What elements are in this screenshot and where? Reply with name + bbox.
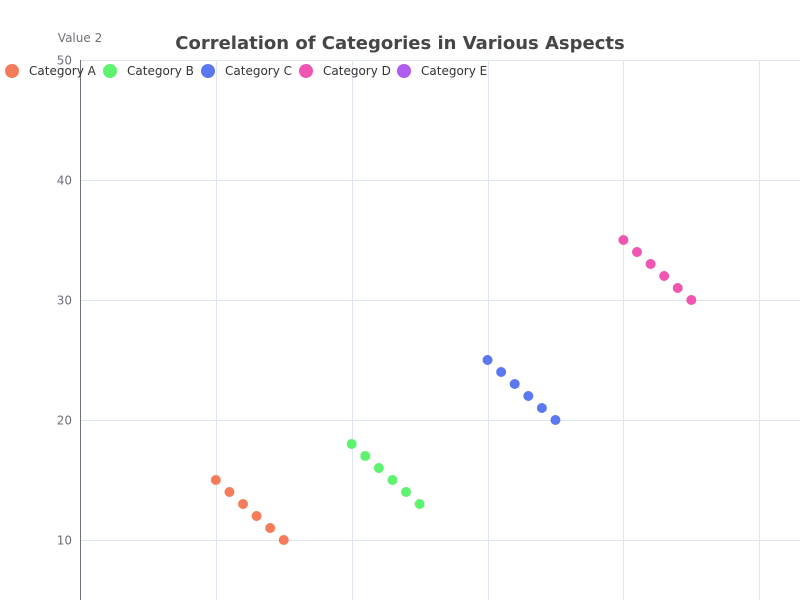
grid-lines <box>80 60 800 600</box>
legend-marker[interactable] <box>201 64 215 78</box>
legend-marker[interactable] <box>5 64 19 78</box>
legend-label[interactable]: Category B <box>127 64 194 78</box>
axes: 10 20 30 40 50 <box>57 54 81 600</box>
legend-label[interactable]: Category D <box>323 64 391 78</box>
y-tick-label: 40 <box>57 174 72 188</box>
data-point[interactable] <box>645 259 656 269</box>
data-point[interactable] <box>346 439 357 449</box>
data-point[interactable] <box>618 235 629 245</box>
data-point[interactable] <box>659 271 670 281</box>
data-point[interactable] <box>238 499 249 509</box>
y-axis-label: Value 2 <box>58 31 102 45</box>
legend: Category A Category B Category C Category D… <box>5 64 487 78</box>
legend-label[interactable]: Category E <box>421 64 487 78</box>
y-tick-label: 30 <box>57 294 72 308</box>
data-point[interactable] <box>672 283 683 293</box>
y-tick-label: 10 <box>57 534 72 548</box>
data-point[interactable] <box>536 403 547 413</box>
data-points <box>210 235 697 545</box>
data-point[interactable] <box>686 295 697 305</box>
y-tick-label: 50 <box>57 54 72 68</box>
chart-title: Correlation of Categories in Various Asp… <box>175 33 624 54</box>
data-point[interactable] <box>387 475 398 485</box>
legend-marker[interactable] <box>299 64 313 78</box>
data-point[interactable] <box>265 523 276 533</box>
data-point[interactable] <box>550 415 561 425</box>
data-point[interactable] <box>360 451 371 461</box>
data-point[interactable] <box>509 379 520 389</box>
legend-label[interactable]: Category C <box>225 64 292 78</box>
legend-marker[interactable] <box>103 64 117 78</box>
legend-marker[interactable] <box>397 64 411 78</box>
data-point[interactable] <box>224 487 235 497</box>
legend-label[interactable]: Category A <box>29 64 97 78</box>
data-point[interactable] <box>210 475 221 485</box>
data-point[interactable] <box>496 367 507 377</box>
data-point[interactable] <box>278 535 289 545</box>
data-point[interactable] <box>251 511 262 521</box>
y-tick-label: 20 <box>57 414 72 428</box>
data-point[interactable] <box>401 487 412 497</box>
data-point[interactable] <box>482 355 493 365</box>
data-point[interactable] <box>631 247 642 257</box>
data-point[interactable] <box>373 463 384 473</box>
data-point[interactable] <box>523 391 534 401</box>
data-point[interactable] <box>414 499 425 509</box>
